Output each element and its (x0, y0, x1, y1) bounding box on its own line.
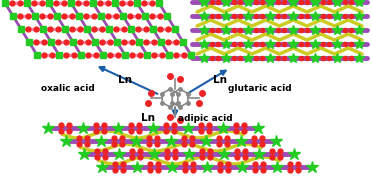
Text: glutaric acid: glutaric acid (228, 84, 292, 93)
Text: adipic acid: adipic acid (178, 114, 232, 122)
Text: Ln: Ln (141, 113, 155, 123)
Text: oxalic acid: oxalic acid (41, 84, 95, 93)
Text: Ln: Ln (213, 75, 227, 85)
Text: Ln: Ln (118, 75, 132, 85)
